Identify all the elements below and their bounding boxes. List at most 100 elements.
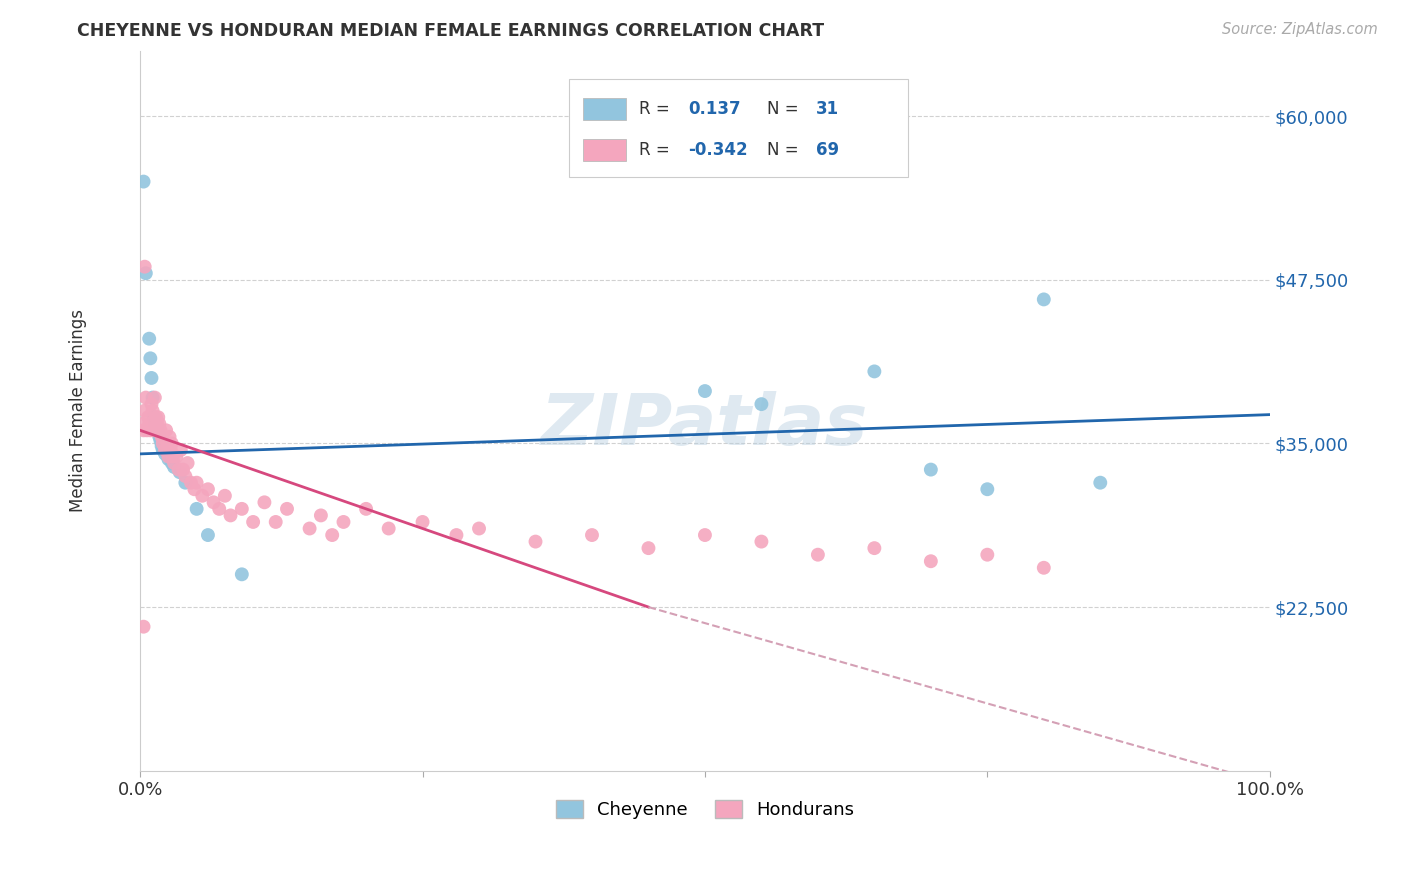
- FancyBboxPatch shape: [569, 79, 908, 177]
- Point: [202, 495, 225, 509]
- Point: [150, 439, 173, 453]
- Point: [148, 430, 170, 444]
- Point: [581, 528, 603, 542]
- Point: [242, 515, 264, 529]
- Point: [863, 541, 886, 556]
- Text: Source: ZipAtlas.com: Source: ZipAtlas.com: [1222, 22, 1378, 37]
- Point: [132, 620, 155, 634]
- Point: [159, 430, 181, 444]
- Point: [863, 364, 886, 378]
- Legend: Cheyenne, Hondurans: Cheyenne, Hondurans: [548, 793, 862, 827]
- Point: [152, 442, 174, 457]
- Point: [920, 462, 942, 476]
- Point: [139, 423, 162, 437]
- Point: [751, 397, 773, 411]
- Point: [309, 508, 332, 523]
- Point: [155, 423, 177, 437]
- Point: [169, 465, 191, 479]
- Point: [174, 469, 197, 483]
- Point: [132, 175, 155, 189]
- Point: [264, 515, 287, 529]
- Point: [446, 528, 468, 542]
- Point: [693, 384, 716, 398]
- Point: [135, 266, 157, 280]
- Point: [143, 391, 166, 405]
- Text: 69: 69: [815, 141, 839, 159]
- Point: [141, 371, 163, 385]
- Text: -0.342: -0.342: [688, 141, 748, 159]
- Point: [976, 548, 998, 562]
- Point: [231, 501, 253, 516]
- Point: [524, 534, 547, 549]
- Point: [160, 436, 183, 450]
- Point: [174, 475, 197, 490]
- Text: 31: 31: [815, 100, 839, 118]
- Point: [152, 436, 174, 450]
- Point: [148, 425, 170, 440]
- Point: [156, 436, 179, 450]
- Point: [219, 508, 242, 523]
- FancyBboxPatch shape: [583, 98, 626, 120]
- Point: [131, 417, 153, 431]
- Point: [134, 403, 156, 417]
- Text: Median Female Earnings: Median Female Earnings: [69, 310, 87, 512]
- Point: [142, 423, 165, 437]
- Point: [920, 554, 942, 568]
- Point: [354, 501, 377, 516]
- Text: N =: N =: [768, 141, 804, 159]
- Text: ZIPatlas: ZIPatlas: [541, 391, 869, 459]
- FancyBboxPatch shape: [583, 139, 626, 161]
- Point: [135, 391, 157, 405]
- Point: [172, 462, 194, 476]
- Point: [976, 482, 998, 496]
- Point: [468, 521, 491, 535]
- Point: [197, 528, 219, 542]
- Point: [149, 434, 172, 448]
- Text: R =: R =: [640, 141, 675, 159]
- Point: [231, 567, 253, 582]
- Point: [165, 450, 187, 464]
- Point: [807, 548, 830, 562]
- Point: [167, 462, 190, 476]
- Point: [139, 351, 162, 366]
- Point: [153, 442, 176, 457]
- Point: [157, 452, 180, 467]
- Point: [143, 417, 166, 431]
- Text: N =: N =: [768, 100, 804, 118]
- Text: R =: R =: [640, 100, 675, 118]
- Point: [183, 482, 205, 496]
- Point: [159, 442, 181, 457]
- Point: [637, 541, 659, 556]
- Point: [214, 489, 236, 503]
- Point: [134, 260, 156, 274]
- Point: [146, 420, 169, 434]
- Point: [186, 501, 208, 516]
- Point: [412, 515, 434, 529]
- Point: [157, 450, 180, 464]
- Point: [253, 495, 276, 509]
- Point: [276, 501, 298, 516]
- Point: [138, 332, 160, 346]
- Point: [1032, 561, 1054, 575]
- Point: [180, 475, 202, 490]
- Point: [298, 521, 321, 535]
- Point: [150, 430, 173, 444]
- Point: [176, 456, 198, 470]
- Point: [136, 423, 159, 437]
- Point: [145, 423, 167, 437]
- Point: [332, 515, 354, 529]
- Point: [1032, 293, 1054, 307]
- Point: [142, 403, 165, 417]
- Point: [163, 460, 186, 475]
- Point: [160, 456, 183, 470]
- Point: [163, 456, 186, 470]
- Point: [170, 442, 193, 457]
- Point: [132, 423, 155, 437]
- Point: [148, 410, 170, 425]
- Point: [148, 417, 170, 431]
- Point: [142, 391, 165, 405]
- Point: [153, 447, 176, 461]
- Point: [693, 528, 716, 542]
- Point: [191, 489, 214, 503]
- Point: [141, 397, 163, 411]
